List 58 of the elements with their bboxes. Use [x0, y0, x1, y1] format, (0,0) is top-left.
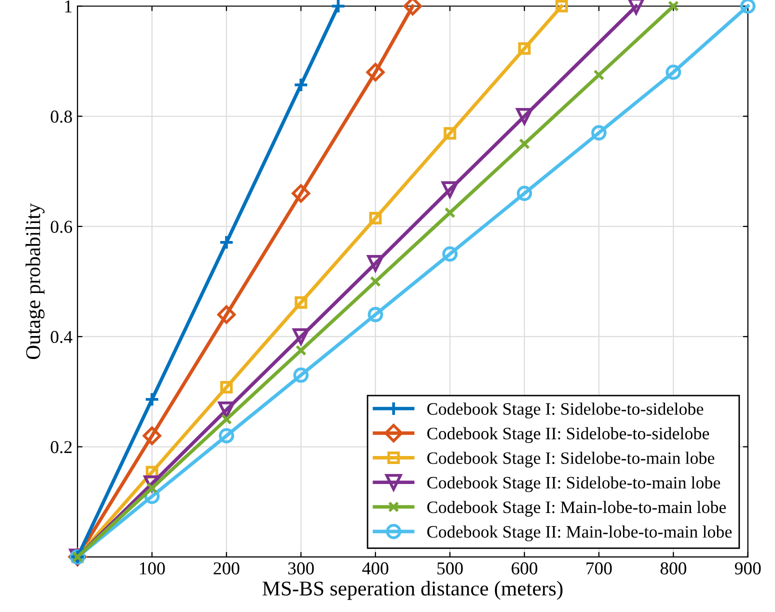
point: [668, 0, 679, 12]
x-tick-label: 100: [140, 562, 165, 574]
x-tick-label: 600: [512, 562, 538, 574]
point: [516, 186, 532, 202]
point: [740, 0, 756, 14]
point: [366, 62, 385, 82]
point: [293, 368, 309, 383]
legend-label: Codebook Stage II: Sidelobe-to-sidelobe: [427, 427, 709, 443]
x-tick-label: 700: [586, 562, 612, 574]
point: [293, 77, 309, 93]
x-axis-title: MS-BS seperation distance (meters): [262, 580, 562, 600]
point: [518, 42, 531, 55]
point: [220, 414, 232, 425]
point: [555, 0, 568, 12]
point: [218, 402, 235, 418]
y-tick-label: 1: [65, 0, 72, 12]
point: [368, 306, 384, 322]
point: [593, 69, 604, 81]
point: [294, 296, 308, 309]
point: [591, 125, 607, 140]
point: [217, 305, 236, 324]
point: [220, 381, 233, 394]
y-tick-label: 0.6: [50, 220, 72, 233]
point: [666, 64, 682, 80]
y-tick-label: 0.4: [50, 330, 72, 344]
y-tick-label: 0.2: [50, 441, 72, 454]
point: [292, 184, 310, 203]
point: [370, 276, 381, 288]
y-tick-label: 0.8: [50, 110, 72, 123]
point: [516, 108, 533, 125]
point: [369, 212, 382, 224]
point: [218, 234, 234, 250]
y-axis-title: Outage probability: [26, 203, 45, 360]
x-tick-label: 500: [437, 562, 463, 574]
legend-label: Codebook Stage I: Main-lobe-to-main lobe: [427, 500, 726, 517]
x-tick-label: 900: [734, 562, 761, 574]
x-tick-label: 400: [362, 562, 388, 574]
legend-label: Codebook Stage II: Main-lobe-to-main lobe: [427, 526, 732, 542]
legend-label: Codebook Stage II: Sidelobe-to-main lobe: [427, 476, 720, 492]
point: [442, 246, 458, 262]
point: [403, 0, 422, 16]
point: [444, 127, 456, 140]
point: [292, 328, 310, 345]
point: [295, 344, 307, 356]
point: [144, 392, 160, 408]
legend-label: Codebook Stage I: Sidelobe-to-main lobe: [427, 452, 714, 468]
x-tick-label: 300: [288, 562, 314, 574]
legend-label: Codebook Stage I: Sidelobe-to-sidelobe: [427, 402, 704, 418]
x-tick-label: 800: [660, 562, 686, 574]
x-tick-label: 200: [214, 562, 240, 574]
point: [628, 0, 644, 14]
point: [442, 181, 458, 198]
point: [142, 426, 162, 445]
point: [218, 428, 234, 444]
point: [330, 0, 346, 14]
point: [367, 255, 384, 272]
point: [444, 207, 456, 218]
point: [518, 138, 530, 150]
